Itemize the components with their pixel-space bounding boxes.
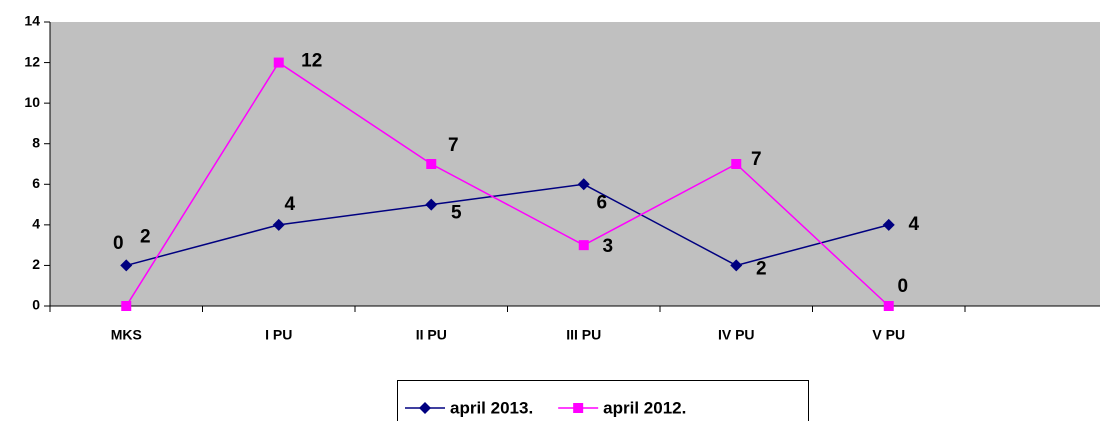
marker: [573, 403, 584, 413]
marker: [425, 198, 438, 211]
x-tick-label: III PU: [566, 327, 601, 343]
marker: [121, 301, 132, 311]
y-tick-label: 12: [24, 53, 40, 69]
x-tick-label: V PU: [872, 327, 905, 343]
y-tick-label: 0: [32, 297, 40, 313]
y-tick-label: 14: [24, 13, 40, 29]
plot-area: [50, 22, 1100, 306]
data-label: 0: [897, 276, 908, 297]
marker: [882, 218, 895, 231]
marker: [273, 57, 284, 68]
series: 2 4 5 6 2 4: [120, 178, 919, 279]
data-label: 6: [596, 192, 607, 213]
legend-label: april 2013.: [450, 398, 533, 417]
line: [125, 61, 890, 307]
marker: [272, 218, 285, 231]
marker: [577, 178, 590, 191]
data-label: 4: [284, 194, 295, 215]
marker: [730, 259, 743, 272]
x-tick-label: IV PU: [718, 327, 755, 343]
marker: [426, 159, 437, 169]
marker: [578, 240, 589, 251]
data-label: 5: [451, 203, 462, 224]
data-label: 2: [756, 258, 767, 279]
series: 0 12 7 3 7 0: [113, 51, 908, 311]
data-label: 7: [448, 135, 459, 156]
y-tick-label: 8: [32, 134, 40, 150]
line: [126, 183, 889, 267]
marker: [120, 259, 133, 272]
y-tick-label: 4: [32, 216, 40, 232]
data-label: 4: [908, 214, 919, 235]
data-label: 12: [301, 51, 322, 72]
y-tick-label: 2: [32, 256, 40, 272]
y-tick-label: 6: [32, 175, 40, 191]
x-tick-label: I PU: [265, 327, 292, 343]
legend-label: april 2012.: [603, 398, 686, 417]
data-label: 3: [602, 236, 613, 257]
marker: [731, 159, 742, 169]
x-tick-label: MKS: [111, 327, 142, 343]
data-label: 2: [140, 226, 151, 247]
y-tick-label: 10: [24, 94, 40, 110]
data-label: 0: [113, 233, 124, 254]
marker: [883, 301, 894, 311]
legend-box: [397, 380, 809, 421]
data-label: 7: [751, 149, 762, 170]
x-tick-label: II PU: [416, 327, 447, 343]
marker: [419, 402, 431, 414]
